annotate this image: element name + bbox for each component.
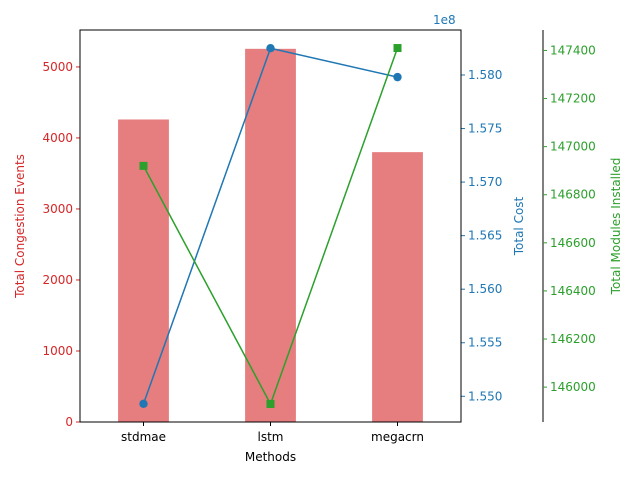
x-axis-label: Methods (245, 450, 296, 464)
right-tick-label: 1.575 (468, 122, 502, 136)
left-axis-label: Total Congestion Events (13, 154, 27, 299)
outer-tick-label: 146000 (550, 380, 596, 394)
right-tick-label: 1.560 (468, 282, 502, 296)
series-total-cost-marker-lstm (266, 44, 275, 53)
outer-tick-label: 146200 (550, 332, 596, 346)
outer-tick-label: 147400 (550, 43, 596, 57)
outer-tick-label: 146800 (550, 188, 596, 202)
series-total-cost-marker-megacrn (393, 72, 402, 82)
left-tick-label: 1000 (42, 344, 73, 358)
plot-frame (79, 29, 462, 423)
x-tick-label: stdmae (121, 430, 166, 444)
left-tick-label: 3000 (42, 202, 73, 216)
right-tick-label: 1.565 (468, 229, 502, 243)
outer-tick-label: 147000 (550, 140, 596, 154)
left-axis: 0 1000 2000 3000 4000 5000 Total Congestion Ev… (13, 60, 80, 429)
left-tick-label: 4000 (42, 131, 73, 145)
right-tick-label: 1.550 (468, 389, 502, 403)
x-tick-label: megacrn (371, 430, 424, 444)
right-axis: 1.550 1.555 1.560 1.565 1.570 1.575 1.580 1e8 To… (433, 13, 526, 403)
plot-frame-rect (79, 29, 462, 423)
bar-megacrn (372, 152, 423, 422)
outer-tick-label: 146400 (550, 284, 596, 298)
x-axis: stdmae lstm megacrn Methods (121, 422, 424, 464)
right-axis-label: Total Cost (512, 196, 526, 256)
bar-stdmae (118, 119, 169, 422)
right-tick-label: 1.580 (468, 68, 502, 82)
line-series-group (139, 44, 402, 408)
outer-right-axis: 146000 146200 146400 146600 146800 147000 1472… (542, 30, 623, 422)
series-total-cost-marker-stdmae (139, 399, 148, 408)
outer-tick-label: 146600 (550, 236, 596, 250)
bar-lstm (245, 48, 296, 422)
outer-axis-label: Total Modules Installed (609, 158, 623, 296)
right-axis-offset-label: 1e8 (433, 13, 456, 27)
series-total-modules-marker-lstm (266, 399, 275, 408)
outer-tick-label: 147200 (550, 92, 596, 106)
series-total-modules-marker-megacrn (393, 44, 402, 53)
left-tick-label: 2000 (42, 273, 73, 287)
right-tick-label: 1.570 (468, 175, 502, 189)
left-tick-label: 5000 (42, 60, 73, 74)
right-tick-label: 1.555 (468, 336, 502, 350)
series-total-modules-marker-stdmae (139, 161, 148, 170)
x-tick-label: lstm (258, 430, 284, 444)
bar-group (118, 48, 423, 422)
left-tick-label: 0 (65, 415, 73, 429)
